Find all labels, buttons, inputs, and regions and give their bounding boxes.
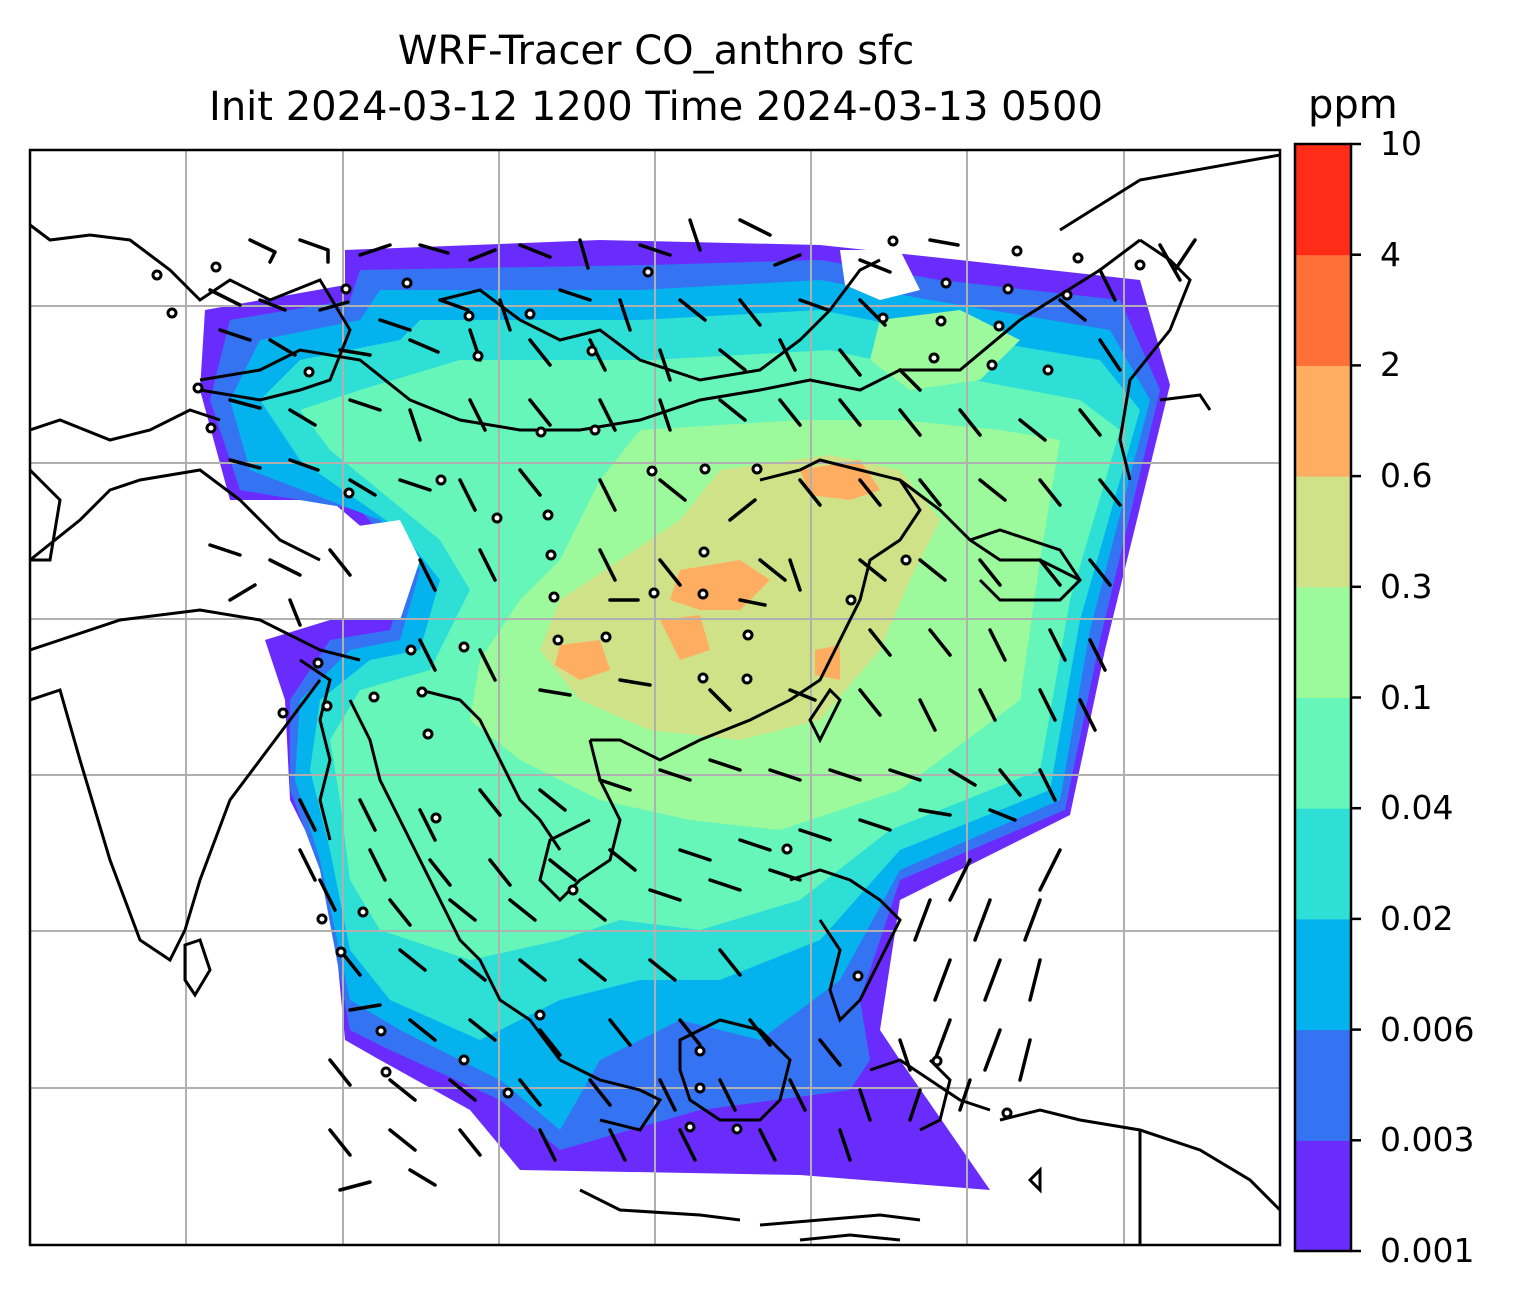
title-line-1: WRF-Tracer CO_anthro sfc <box>397 28 915 74</box>
concentration-field <box>200 240 1170 1190</box>
colorbar-segment <box>1295 586 1351 698</box>
title-line-2: Init 2024-03-12 1200 Time 2024-03-13 050… <box>209 84 1103 130</box>
colorbar-tick-label: 2 <box>1380 345 1401 385</box>
calm-circles <box>151 235 1146 1135</box>
colorbar-tick-label: 0.02 <box>1380 898 1454 938</box>
field-level-7c <box>555 640 610 680</box>
field-gap-2 <box>840 250 920 300</box>
colorbar-segment <box>1295 254 1351 366</box>
field-level-7b <box>670 560 770 610</box>
colorbar-segment <box>1295 918 1351 1031</box>
colorbar-tick-label: 0.006 <box>1380 1009 1475 1049</box>
wind-barbs <box>208 218 1197 1192</box>
colorbar-segment <box>1295 144 1351 256</box>
colorbar-tick-label: 4 <box>1380 234 1401 274</box>
colorbar-tick-label: 0.6 <box>1380 456 1433 496</box>
colorbar-segment <box>1295 1140 1351 1252</box>
colorbar <box>1293 142 1361 1253</box>
colorbar-segment <box>1295 697 1351 809</box>
colorbar-tick-label: 0.04 <box>1380 788 1454 828</box>
map-area <box>30 150 1280 1245</box>
colorbar-segment <box>1295 808 1351 920</box>
field-level-7d <box>660 615 710 660</box>
gridlines <box>30 150 1280 1245</box>
colorbar-tick-label: 0.3 <box>1380 566 1433 606</box>
colorbar-segment <box>1295 365 1351 477</box>
colorbar-tick-label: 0.003 <box>1380 1120 1475 1160</box>
colorbar-tick-label: 0.1 <box>1380 677 1433 717</box>
colorbar-units: ppm <box>1308 82 1398 128</box>
field-gap <box>320 520 420 620</box>
colorbar-segment <box>1295 1029 1351 1141</box>
colorbar-tick-label: 10 <box>1380 124 1422 163</box>
map-frame <box>28 148 1282 1247</box>
colorbar-tick-label: 0.001 <box>1380 1231 1475 1270</box>
colorbar-segment <box>1295 476 1351 588</box>
